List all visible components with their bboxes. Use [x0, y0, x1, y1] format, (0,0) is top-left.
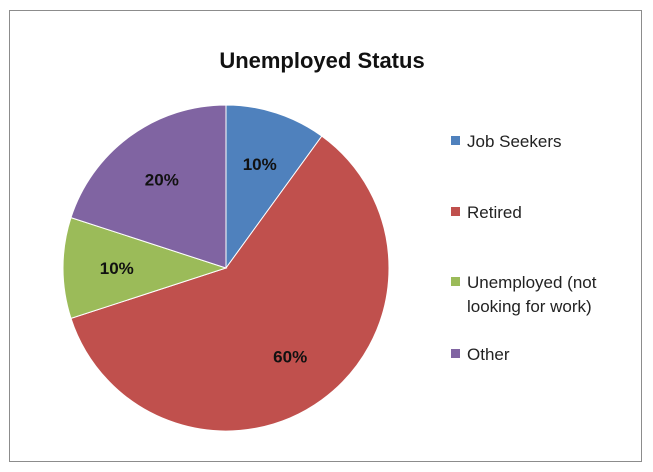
data-label: 60%	[273, 347, 307, 366]
legend-swatch	[451, 207, 460, 216]
pie-slice-other	[70, 104, 227, 269]
legend-item: Other	[451, 343, 510, 367]
legend-label-line: looking for work)	[467, 297, 592, 316]
legend-swatch	[451, 136, 460, 145]
pie-data-labels: 10% 60% 10% 20%	[100, 155, 307, 366]
legend-label: Unemployed (not looking for work)	[467, 271, 596, 319]
chart-title: Unemployed Status	[219, 48, 424, 73]
legend-label-line: Other	[467, 345, 510, 364]
legend-label-line: Retired	[467, 203, 522, 222]
pie-slices	[62, 104, 390, 432]
legend-swatch	[451, 349, 460, 358]
legend-item: Retired	[451, 201, 522, 225]
legend-item: Unemployed (not looking for work)	[451, 271, 596, 319]
legend-item: Job Seekers	[451, 130, 562, 154]
pie-slice-unemployed-not-looking-for-work	[62, 216, 228, 320]
legend-label-line: Unemployed (not	[467, 273, 597, 292]
legend-label-line: Job Seekers	[467, 132, 562, 151]
legend-label: Job Seekers	[467, 130, 562, 154]
data-label: 10%	[243, 155, 277, 174]
data-label: 20%	[145, 171, 179, 190]
pie-slice-retired	[70, 135, 390, 432]
data-label: 10%	[100, 259, 134, 278]
legend-label: Retired	[467, 201, 522, 225]
legend-swatch	[451, 277, 460, 286]
legend-label: Other	[467, 343, 510, 367]
pie-slice-job-seekers	[225, 104, 323, 270]
